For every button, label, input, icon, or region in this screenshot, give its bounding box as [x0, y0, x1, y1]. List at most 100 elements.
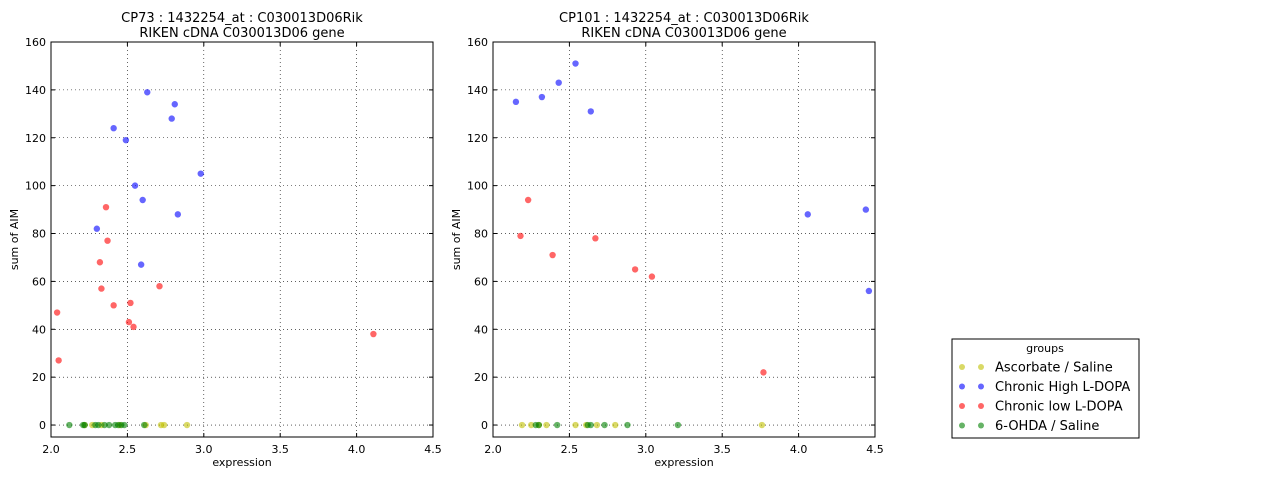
data-point — [524, 196, 532, 204]
data-point — [110, 302, 117, 309]
legend-marker — [978, 422, 984, 429]
data-point — [572, 60, 579, 67]
data-point — [593, 421, 601, 429]
data-point — [543, 421, 550, 429]
data-point — [517, 232, 524, 240]
data-point — [758, 421, 766, 429]
data-point — [130, 323, 137, 331]
chart-title: CP101 : 1432254_at : C030013D06Rik — [559, 11, 809, 26]
data-point — [127, 299, 134, 307]
legend-marker — [959, 403, 965, 409]
data-point — [553, 421, 561, 429]
data-point — [183, 421, 191, 429]
data-point — [105, 421, 113, 429]
legend-marker — [959, 422, 965, 429]
x-tick-label: 4.5 — [866, 443, 884, 456]
series-chronic-high-l-dopa — [93, 89, 204, 268]
legend-title: groups — [1026, 342, 1064, 355]
data-point — [171, 101, 178, 108]
y-tick-label: 120 — [25, 132, 46, 145]
data-point — [631, 266, 639, 273]
legend-label: 6-OHDA / Saline — [995, 419, 1099, 434]
data-point — [549, 251, 556, 259]
series-6-ohda-saline — [66, 421, 148, 429]
y-tick-label: 120 — [467, 132, 488, 145]
data-point — [131, 182, 139, 189]
data-point — [96, 259, 104, 266]
legend-marker — [978, 383, 984, 390]
y-tick-label: 160 — [25, 36, 46, 49]
y-tick-label: 0 — [39, 419, 46, 432]
chart-panel-1: 2.0 2.5 3.0 3.5 4.0 4.5 0 20 40 60 80 100 120 140 160 C… — [8, 11, 442, 469]
x-tick-label: 3.0 — [637, 443, 655, 456]
data-point — [518, 421, 526, 429]
legend: groups Ascorbate / Saline Chronic High L-… — [951, 338, 1140, 439]
legend-entry: Ascorbate / Saline — [959, 361, 1113, 376]
legend-marker — [978, 364, 984, 370]
series-chronic-low-l-dopa — [53, 203, 377, 364]
legend-marker — [959, 364, 965, 370]
data-point — [121, 421, 128, 429]
x-tick-label: 2.5 — [119, 443, 137, 456]
data-point — [612, 421, 619, 429]
legend-label: Chronic low L-DOPA — [995, 400, 1123, 415]
y-tick-label: 40 — [32, 323, 46, 336]
legend-entry: 6-OHDA / Saline — [959, 419, 1099, 434]
chart-panel-2: 2.0 2.5 3.0 3.5 4.0 4.5 0 20 40 60 80 100 120 140 160 C… — [450, 11, 884, 469]
plot-area — [493, 42, 875, 437]
y-tick-label: 80 — [474, 228, 488, 241]
y-tick-label: 40 — [474, 323, 488, 336]
y-tick-label: 20 — [474, 371, 488, 384]
x-axis-label: expression — [654, 456, 713, 469]
data-point — [144, 89, 151, 96]
data-point — [587, 108, 594, 115]
data-point — [512, 98, 520, 106]
axes-frame — [492, 41, 876, 438]
y-tick-label: 0 — [481, 419, 488, 432]
data-point — [804, 211, 811, 218]
data-point — [674, 421, 682, 429]
data-point — [95, 421, 102, 429]
data-point — [104, 237, 111, 244]
x-tick-label: 3.0 — [195, 443, 213, 456]
data-point — [197, 170, 204, 177]
data-point — [125, 318, 133, 326]
y-axis-label: sum of AIM — [450, 209, 463, 270]
x-tick-label: 2.0 — [42, 443, 60, 456]
legend-entry: Chronic High L-DOPA — [959, 380, 1130, 395]
y-tick-label: 20 — [32, 371, 46, 384]
data-point — [587, 421, 594, 429]
axes-frame — [50, 41, 434, 438]
data-point — [370, 330, 377, 338]
data-point — [168, 115, 175, 122]
y-tick-label: 140 — [467, 84, 488, 97]
data-point — [174, 211, 182, 218]
chart-subtitle: RIKEN cDNA C030013D06 gene — [139, 26, 344, 41]
x-tick-label: 3.5 — [713, 443, 731, 456]
data-point — [156, 282, 163, 290]
charts-container: 2.0 2.5 3.0 3.5 4.0 4.5 0 20 40 60 80 100 120 140 160 C… — [8, 11, 884, 469]
data-point — [624, 421, 631, 429]
legend-label: Ascorbate / Saline — [995, 361, 1113, 376]
data-point — [535, 421, 543, 429]
data-point — [101, 421, 108, 429]
series-chronic-high-l-dopa — [512, 60, 873, 295]
x-tick-label: 2.0 — [484, 443, 502, 456]
y-tick-label: 100 — [25, 180, 46, 193]
x-tick-label: 2.5 — [561, 443, 579, 456]
data-point — [81, 421, 88, 429]
legend-entries: Ascorbate / Saline Chronic High L-DOPA Chr… — [959, 361, 1130, 434]
y-tick-label: 140 — [25, 84, 46, 97]
data-point — [862, 206, 870, 213]
data-point — [601, 421, 608, 429]
x-tick-label: 3.5 — [271, 443, 289, 456]
series-chronic-low-l-dopa — [517, 196, 767, 376]
data-point — [137, 261, 145, 268]
data-point — [139, 196, 146, 204]
plot-area — [51, 42, 433, 437]
data-point — [55, 357, 62, 364]
y-tick-label: 160 — [467, 36, 488, 49]
x-tick-label: 4.5 — [424, 443, 442, 456]
y-axis-label: sum of AIM — [8, 209, 21, 270]
